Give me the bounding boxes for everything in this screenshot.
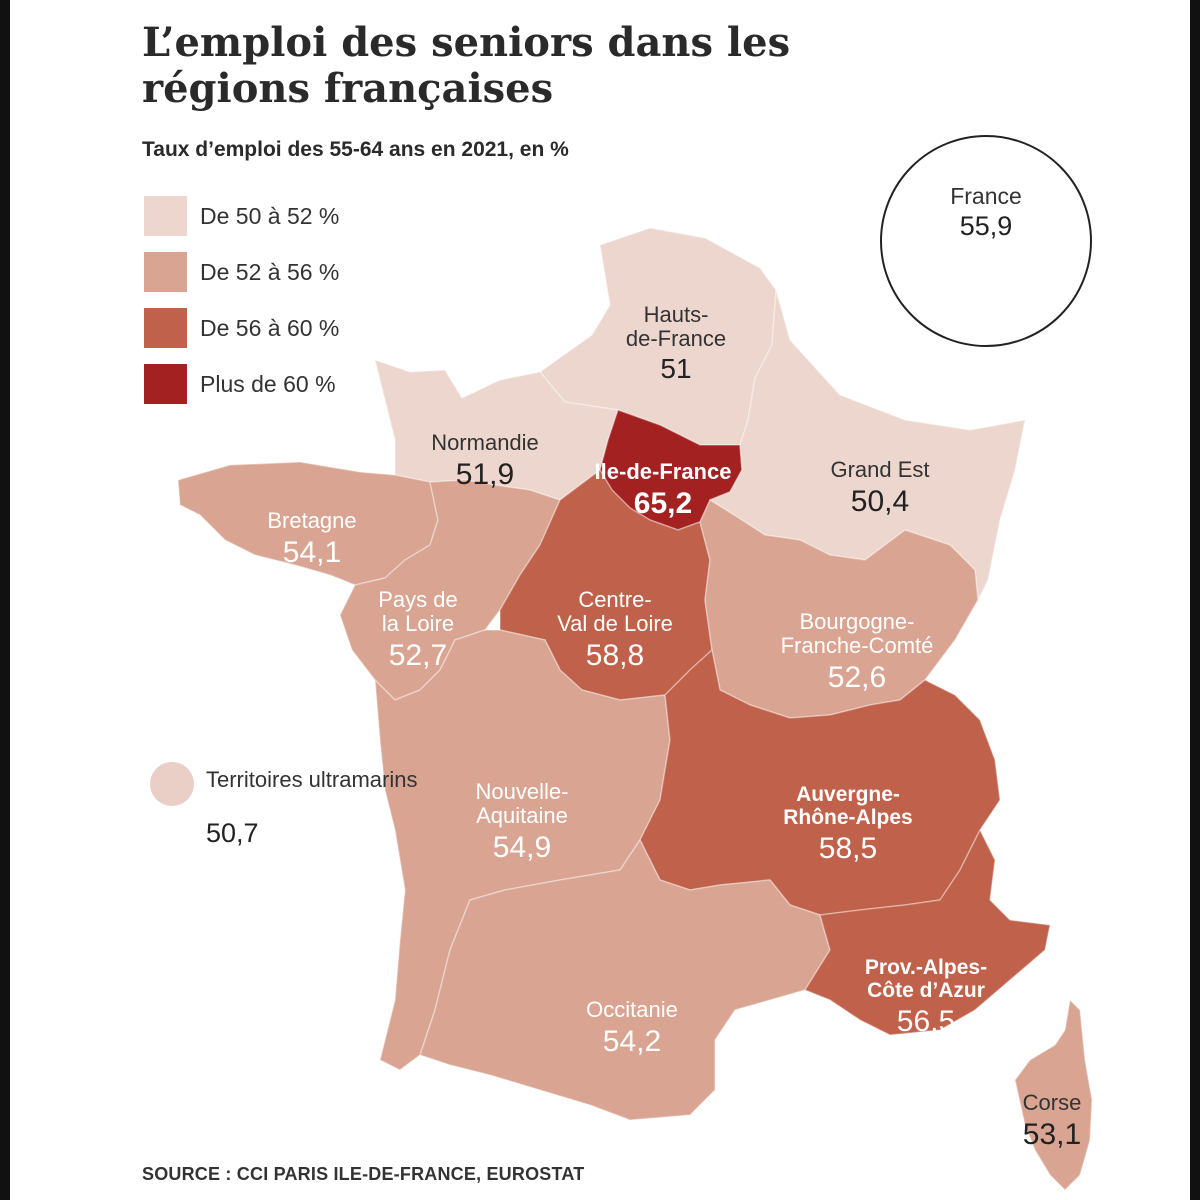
region-name-occitanie: Occitanie <box>586 997 678 1022</box>
legend-swatch <box>144 196 187 236</box>
region-name-pays-de-la-loire: la Loire <box>382 611 454 636</box>
france-average-name: France <box>950 183 1022 209</box>
region-name-auvergne-rhone-alpes: Auvergne- <box>796 783 900 806</box>
region-value-pays-de-la-loire: 52,7 <box>389 639 447 672</box>
region-value-nouvelle-aquitaine: 54,9 <box>493 831 551 864</box>
region-name-normandie: Normandie <box>431 430 539 455</box>
region-name-hauts-de-france: de-France <box>626 326 726 351</box>
legend-swatch <box>144 252 187 292</box>
region-name-hauts-de-france: Hauts- <box>644 302 709 327</box>
legend-item-52-56: De 52 à 56 % <box>144 252 404 292</box>
legend-label: De 56 à 60 % <box>200 315 340 341</box>
region-name-provence-alpes-cote-dazur: Prov.-Alpes- <box>865 956 987 979</box>
source-note: SOURCE : CCI PARIS ILE-DE-FRANCE, EUROST… <box>142 1164 585 1184</box>
frame-left-border <box>0 0 10 1200</box>
region-value-grand-est: 50,4 <box>851 485 909 518</box>
france-average-circle: France 55,9 <box>880 135 1092 347</box>
region-value-corse: 53,1 <box>1023 1118 1081 1151</box>
legend-item-over-60: Plus de 60 % <box>144 364 404 404</box>
region-name-pays-de-la-loire: Pays de <box>378 587 458 612</box>
legend-item-56-60: De 56 à 60 % <box>144 308 404 348</box>
region-name-bretagne: Bretagne <box>267 508 356 533</box>
overseas-value: 50,7 <box>206 818 259 848</box>
region-value-hauts-de-france: 51 <box>660 353 691 384</box>
region-value-occitanie: 54,2 <box>603 1025 661 1058</box>
region-name-nouvelle-aquitaine: Aquitaine <box>476 803 568 828</box>
region-value-normandie: 51,9 <box>456 458 514 491</box>
region-name-auvergne-rhone-alpes: Rhône-Alpes <box>783 806 913 829</box>
region-shape-provence-alpes-cote-dazur <box>804 829 1051 1036</box>
legend-swatch <box>144 308 187 348</box>
legend-item-50-52: De 50 à 52 % <box>144 196 404 236</box>
legend-label: De 52 à 56 % <box>200 259 340 285</box>
region-value-provence-alpes-cote-dazur: 56,5 <box>897 1005 955 1038</box>
region-value-auvergne-rhone-alpes: 58,5 <box>819 832 877 865</box>
overseas-name: Territoires ultramarins <box>206 767 418 792</box>
overseas-dot <box>150 762 194 806</box>
page-subtitle: Taux d’emploi des 55-64 ans en 2021, en … <box>142 138 569 161</box>
region-value-ile-de-france: 65,2 <box>634 487 692 520</box>
legend-label: De 50 à 52 % <box>200 203 340 229</box>
region-value-bretagne: 54,1 <box>283 536 341 569</box>
region-value-centre-val-de-loire: 58,8 <box>586 639 644 672</box>
region-name-centre-val-de-loire: Centre- <box>578 587 651 612</box>
region-name-bourgogne-franche-comte: Bourgogne- <box>800 609 915 634</box>
region-name-provence-alpes-cote-dazur: Côte d’Azur <box>867 979 985 1002</box>
france-average-value: 55,9 <box>959 211 1013 241</box>
page-title: L’emploi des seniors dans les régions fr… <box>142 19 791 112</box>
region-value-bourgogne-franche-comte: 52,6 <box>828 661 886 694</box>
frame-right-border <box>1190 0 1200 1200</box>
legend-label: Plus de 60 % <box>200 371 336 397</box>
region-name-ile-de-france: Ile-de-France <box>595 459 732 484</box>
region-name-bourgogne-franche-comte: Franche-Comté <box>781 633 934 658</box>
region-shape-corse <box>1014 999 1093 1191</box>
region-name-grand-est: Grand Est <box>830 457 929 482</box>
region-shape-occitanie <box>419 839 831 1121</box>
region-name-nouvelle-aquitaine: Nouvelle- <box>476 779 569 804</box>
region-name-centre-val-de-loire: Val de Loire <box>557 611 673 636</box>
region-name-corse: Corse <box>1023 1090 1082 1115</box>
legend-swatch <box>144 364 187 404</box>
